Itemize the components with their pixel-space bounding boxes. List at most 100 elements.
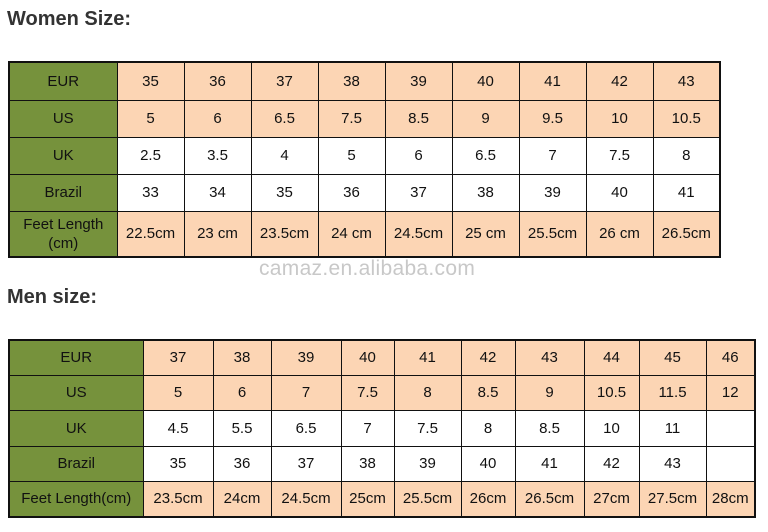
- size-cell: 24.5cm: [270, 480, 342, 518]
- size-cell: 39: [384, 61, 453, 101]
- size-cell: 7.5: [317, 99, 386, 138]
- size-cell: 7.5: [585, 136, 654, 175]
- size-cell: 9: [514, 374, 585, 411]
- size-cell: 6: [384, 136, 453, 175]
- size-cell: 10: [585, 99, 654, 138]
- size-cell: 40: [585, 173, 654, 212]
- size-cell: 6.5: [451, 136, 520, 175]
- watermark: camaz.en.alibaba.com: [259, 257, 476, 280]
- table-row: EUR 35 36 37 38 39 40 41 42 43: [8, 61, 721, 101]
- size-cell: 41: [652, 173, 721, 212]
- table-row: Brazil 33 34 35 36 37 38 39 40 41: [8, 173, 721, 212]
- size-cell: 36: [183, 61, 252, 101]
- size-cell: 26.5cm: [514, 480, 585, 518]
- size-cell: 37: [250, 61, 319, 101]
- size-cell: 37: [270, 445, 342, 482]
- size-cell: 5.5: [212, 409, 272, 447]
- row-header: Brazil: [8, 445, 144, 482]
- size-cell: 43: [638, 445, 707, 482]
- size-cell: 2.5: [116, 136, 185, 175]
- table-row: US 5 6 6.5 7.5 8.5 9 9.5 10 10.5: [8, 99, 721, 138]
- table-row: US 5 6 7 7.5 8 8.5 9 10.5 11.5 12: [8, 374, 756, 411]
- size-cell: 35: [250, 173, 319, 212]
- size-cell: 37: [142, 339, 214, 376]
- size-cell: 39: [270, 339, 342, 376]
- size-cell: 43: [514, 339, 585, 376]
- women-size-title: Women Size:: [7, 8, 132, 30]
- size-cell: 40: [340, 339, 395, 376]
- size-cell: 9.5: [518, 99, 587, 138]
- size-cell: 6.5: [270, 409, 342, 447]
- table-row: UK 2.5 3.5 4 5 6 6.5 7 7.5 8: [8, 136, 721, 175]
- size-cell: 43: [652, 61, 721, 101]
- table-row: Feet Length(cm) 23.5cm 24cm 24.5cm 25cm 25.5c…: [8, 480, 756, 518]
- size-cell: 27.5cm: [638, 480, 707, 518]
- size-cell: 41: [514, 445, 585, 482]
- size-cell: 7.5: [340, 374, 395, 411]
- size-cell: 25.5cm: [518, 210, 587, 258]
- size-cell: 44: [583, 339, 640, 376]
- size-cell: 25 cm: [451, 210, 520, 258]
- size-cell: 42: [460, 339, 516, 376]
- size-cell: 8.5: [514, 409, 585, 447]
- table-row: Brazil 35 36 37 38 39 40 41 42 43: [8, 445, 756, 482]
- size-cell: 6.5: [250, 99, 319, 138]
- size-cell: 7: [340, 409, 395, 447]
- size-cell: 11.5: [638, 374, 707, 411]
- size-cell: 3.5: [183, 136, 252, 175]
- size-cell: 8.5: [460, 374, 516, 411]
- size-cell: 25cm: [340, 480, 395, 518]
- size-cell: 8: [393, 374, 462, 411]
- size-cell: 38: [317, 61, 386, 101]
- size-cell: 4.5: [142, 409, 214, 447]
- size-cell: 25.5cm: [393, 480, 462, 518]
- size-cell: 33: [116, 173, 185, 212]
- size-cell: 10.5: [583, 374, 640, 411]
- size-cell: 4: [250, 136, 319, 175]
- size-cell: 24cm: [212, 480, 272, 518]
- size-cell: 8: [652, 136, 721, 175]
- size-cell: 6: [183, 99, 252, 138]
- table-row: EUR 37 38 39 40 41 42 43 44 45 46: [8, 339, 756, 376]
- size-cell: 23 cm: [183, 210, 252, 258]
- men-size-table: EUR 37 38 39 40 41 42 43 44 45 46 US 5 6 7 7.5 8 8.5 9 10.5…: [8, 339, 756, 518]
- row-header: Feet Length (cm): [8, 210, 118, 258]
- size-cell: 41: [393, 339, 462, 376]
- women-size-table: EUR 35 36 37 38 39 40 41 42 43 US 5 6 6.5 7.5 8.5 9 9.5 10…: [8, 61, 721, 258]
- size-cell: [705, 409, 756, 447]
- size-cell: 5: [142, 374, 214, 411]
- size-cell: 39: [393, 445, 462, 482]
- table-row: Feet Length (cm) 22.5cm 23 cm 23.5cm 24 cm 24…: [8, 210, 721, 258]
- size-cell: 38: [340, 445, 395, 482]
- size-cell: 8: [460, 409, 516, 447]
- size-cell: 24.5cm: [384, 210, 453, 258]
- size-cell: 11: [638, 409, 707, 447]
- size-cell: 23.5cm: [250, 210, 319, 258]
- men-size-title: Men size:: [7, 286, 98, 308]
- size-cell: 7.5: [393, 409, 462, 447]
- size-cell: 26.5cm: [652, 210, 721, 258]
- size-cell: 45: [638, 339, 707, 376]
- size-cell: 37: [384, 173, 453, 212]
- size-cell: 27cm: [583, 480, 640, 518]
- size-cell: 7: [270, 374, 342, 411]
- size-cell: 36: [317, 173, 386, 212]
- size-cell: 6: [212, 374, 272, 411]
- size-cell: 23.5cm: [142, 480, 214, 518]
- row-header: UK: [8, 136, 118, 175]
- size-cell: 42: [585, 61, 654, 101]
- size-cell: 40: [451, 61, 520, 101]
- size-cell: 34: [183, 173, 252, 212]
- size-cell: 26 cm: [585, 210, 654, 258]
- size-cell: 40: [460, 445, 516, 482]
- row-header: Feet Length(cm): [8, 480, 144, 518]
- size-cell: 39: [518, 173, 587, 212]
- size-cell: 8.5: [384, 99, 453, 138]
- size-cell: 36: [212, 445, 272, 482]
- size-cell: 35: [116, 61, 185, 101]
- size-cell: 42: [583, 445, 640, 482]
- row-header: Brazil: [8, 173, 118, 212]
- row-header: EUR: [8, 61, 118, 101]
- row-header: UK: [8, 409, 144, 447]
- size-cell: 9: [451, 99, 520, 138]
